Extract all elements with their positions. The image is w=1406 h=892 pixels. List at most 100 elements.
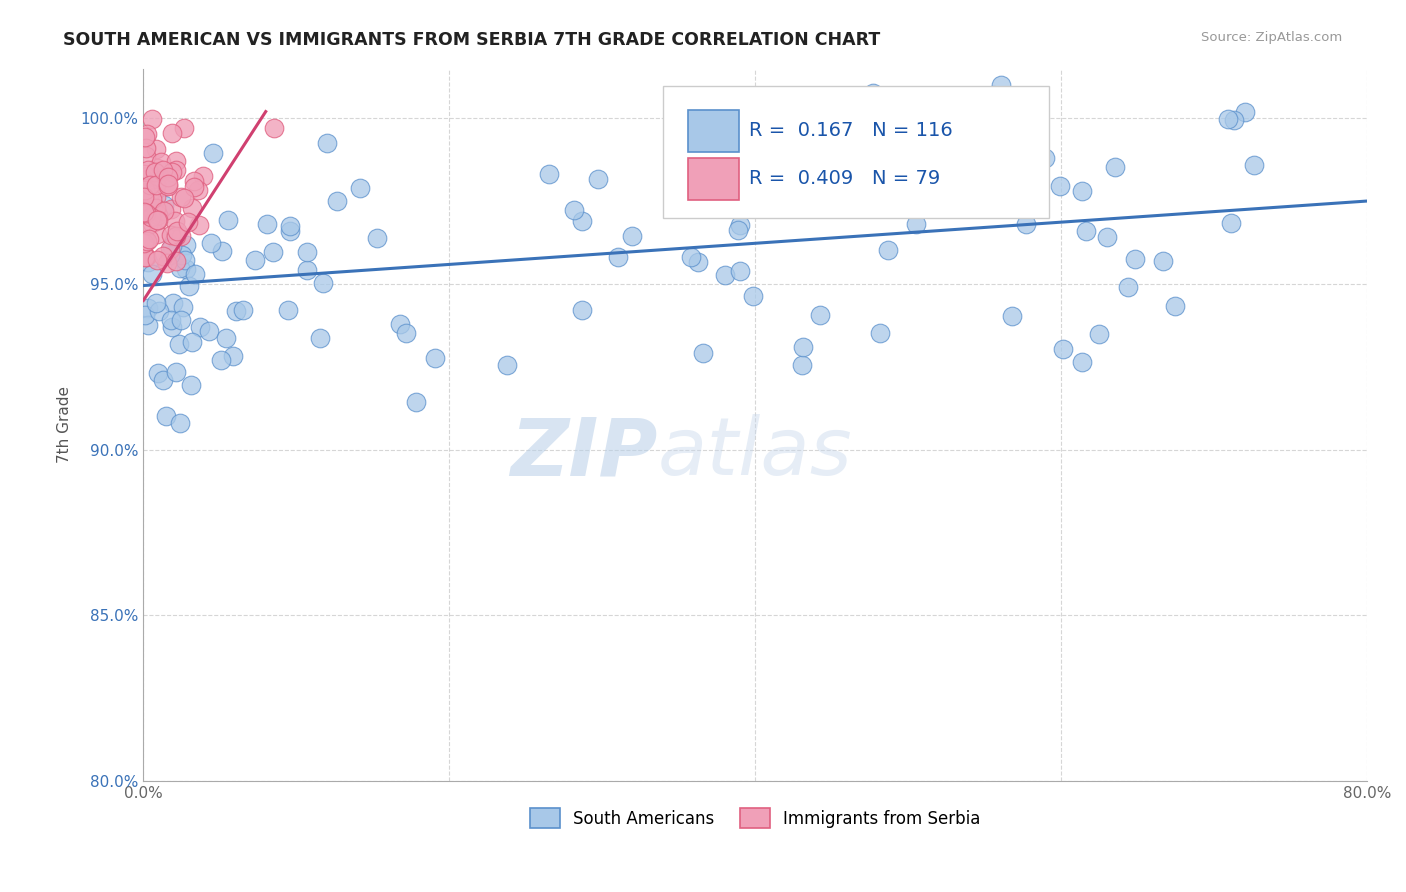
- Point: [606, 251, 628, 265]
- Point: [201, 146, 224, 161]
- Point: [211, 244, 233, 258]
- Point: [309, 331, 332, 345]
- Point: [135, 149, 157, 163]
- Point: [183, 174, 205, 188]
- Point: [742, 289, 765, 303]
- Point: [136, 318, 159, 332]
- Point: [134, 206, 156, 220]
- Legend: South Americans, Immigrants from Serbia: South Americans, Immigrants from Serbia: [523, 802, 987, 834]
- Point: [177, 279, 200, 293]
- Point: [167, 337, 190, 351]
- Point: [222, 349, 245, 363]
- Point: [169, 260, 191, 275]
- Point: [1052, 343, 1074, 357]
- Point: [134, 201, 156, 215]
- Point: [869, 326, 891, 340]
- Point: [946, 161, 969, 176]
- Point: [172, 300, 194, 314]
- Point: [1123, 252, 1146, 267]
- Point: [191, 169, 214, 183]
- Point: [1164, 299, 1187, 313]
- Point: [146, 366, 169, 380]
- Point: [173, 253, 195, 268]
- Point: [1219, 216, 1241, 230]
- Point: [146, 227, 169, 241]
- Point: [135, 202, 157, 217]
- Point: [165, 254, 187, 268]
- Point: [278, 219, 301, 234]
- Point: [162, 295, 184, 310]
- Point: [134, 183, 156, 197]
- Point: [134, 232, 156, 246]
- Text: R =  0.167   N = 116: R = 0.167 N = 116: [749, 121, 953, 140]
- Point: [156, 178, 179, 192]
- Point: [141, 112, 163, 127]
- Point: [1104, 160, 1126, 174]
- Point: [1087, 327, 1109, 342]
- Point: [160, 238, 183, 252]
- Point: [929, 169, 952, 184]
- Point: [728, 218, 751, 232]
- Point: [752, 161, 775, 175]
- Point: [389, 317, 412, 331]
- Point: [169, 417, 191, 431]
- Point: [136, 301, 159, 316]
- Point: [170, 190, 193, 204]
- Point: [142, 187, 165, 202]
- Point: [145, 142, 167, 156]
- Point: [173, 191, 195, 205]
- Point: [159, 247, 181, 261]
- Point: [315, 136, 337, 150]
- Point: [1071, 355, 1094, 369]
- Point: [135, 251, 157, 265]
- Point: [311, 276, 333, 290]
- Point: [425, 351, 447, 366]
- Point: [152, 373, 174, 387]
- Point: [198, 324, 221, 338]
- Point: [162, 126, 184, 140]
- Point: [188, 319, 211, 334]
- Point: [790, 138, 813, 153]
- Point: [157, 179, 180, 194]
- Point: [225, 304, 247, 318]
- Point: [159, 228, 181, 243]
- Point: [135, 169, 157, 184]
- Point: [395, 326, 418, 340]
- Point: [136, 254, 159, 268]
- Point: [1033, 151, 1056, 165]
- Point: [349, 181, 371, 195]
- Point: [160, 319, 183, 334]
- Point: [685, 176, 707, 190]
- Point: [139, 210, 162, 224]
- Point: [136, 200, 159, 214]
- Point: [165, 365, 187, 379]
- Point: [146, 252, 169, 267]
- Point: [1152, 254, 1174, 268]
- Point: [170, 247, 193, 261]
- Point: [152, 162, 174, 177]
- Point: [792, 340, 814, 354]
- Point: [156, 179, 179, 194]
- Point: [155, 256, 177, 270]
- Point: [571, 303, 593, 318]
- Point: [152, 171, 174, 186]
- Point: [148, 304, 170, 318]
- Point: [134, 250, 156, 264]
- FancyBboxPatch shape: [688, 110, 740, 152]
- Point: [562, 203, 585, 218]
- Point: [366, 230, 388, 244]
- Point: [134, 193, 156, 207]
- Point: [170, 312, 193, 326]
- Point: [173, 121, 195, 136]
- Point: [135, 234, 157, 248]
- Point: [877, 244, 900, 258]
- Point: [138, 232, 160, 246]
- Point: [297, 244, 319, 259]
- Point: [981, 87, 1004, 102]
- Point: [145, 202, 167, 216]
- Point: [170, 228, 193, 243]
- Point: [136, 127, 159, 141]
- Point: [141, 267, 163, 281]
- Point: [263, 120, 285, 135]
- Point: [232, 302, 254, 317]
